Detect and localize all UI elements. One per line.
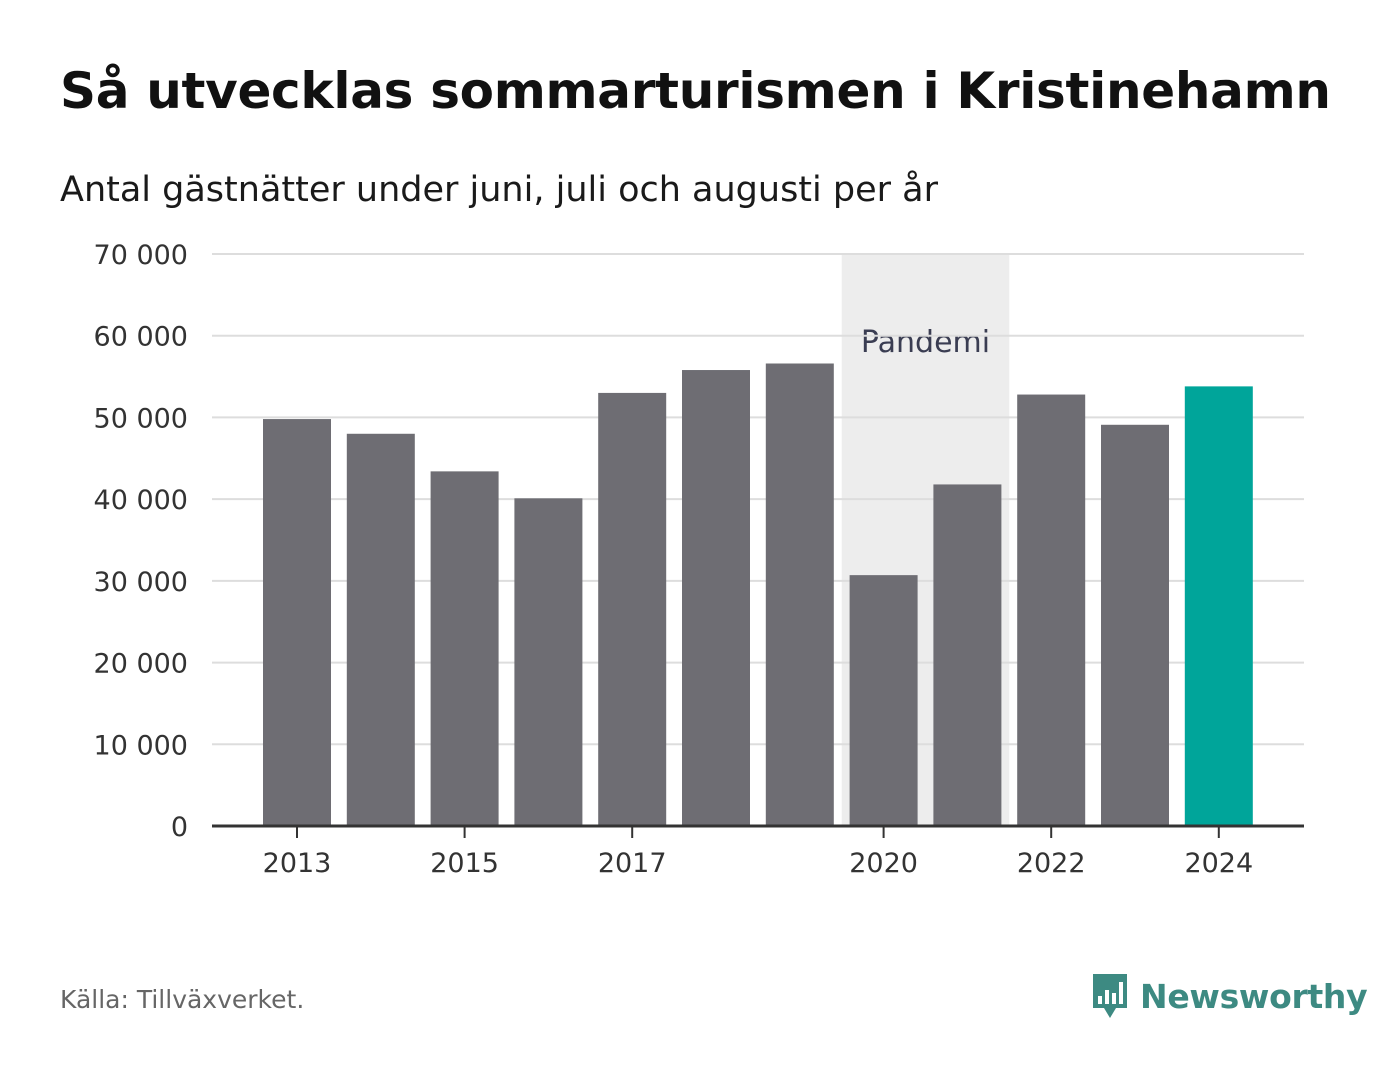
x-tick-label: 2015 (430, 848, 499, 879)
bar-2015 (430, 471, 499, 826)
brand-logo: Newsworthy (1090, 972, 1368, 1020)
axes: 0 10 000 20 000 30 000 40 000 50 000 60 000 70 … (94, 240, 1304, 879)
bar-2022 (1017, 394, 1086, 826)
bar-2019 (765, 363, 834, 826)
bar-2023 (1101, 424, 1169, 826)
bar-2013 (263, 419, 331, 826)
x-tick-label: 2020 (849, 848, 918, 879)
pandemic-band-label: Pandemi (861, 325, 990, 360)
newsworthy-logo-icon (1093, 974, 1127, 1018)
x-tick-label: 2022 (1017, 848, 1086, 879)
x-tick-label: 2013 (263, 848, 332, 879)
bar-2017 (598, 392, 667, 826)
source-note: Källa: Tillväxverket. (60, 985, 305, 1014)
brand-name: Newsworthy (1140, 976, 1368, 1016)
y-tick-label: 40 000 (94, 485, 188, 516)
bars (263, 363, 1253, 826)
bar-2016 (514, 498, 583, 826)
bar-2024 (1184, 386, 1253, 826)
bar-2018 (682, 370, 750, 826)
bar-2021 (933, 484, 1002, 826)
y-tick-label: 20 000 (94, 649, 188, 680)
x-tick-label: 2024 (1184, 848, 1253, 879)
x-tick-label: 2017 (598, 848, 667, 879)
y-tick-label: 0 (171, 812, 188, 843)
bar-2014 (346, 433, 415, 826)
y-tick-label: 30 000 (94, 567, 188, 598)
y-tick-label: 60 000 (94, 322, 188, 353)
y-tick-label: 10 000 (94, 730, 188, 761)
y-tick-label: 70 000 (94, 240, 188, 271)
chart-subtitle: Antal gästnätter under juni, juli och au… (60, 170, 938, 210)
chart-title: Så utvecklas sommarturismen i Kristineha… (60, 62, 1331, 120)
bar-2020 (849, 575, 918, 826)
y-tick-label: 50 000 (94, 403, 188, 434)
